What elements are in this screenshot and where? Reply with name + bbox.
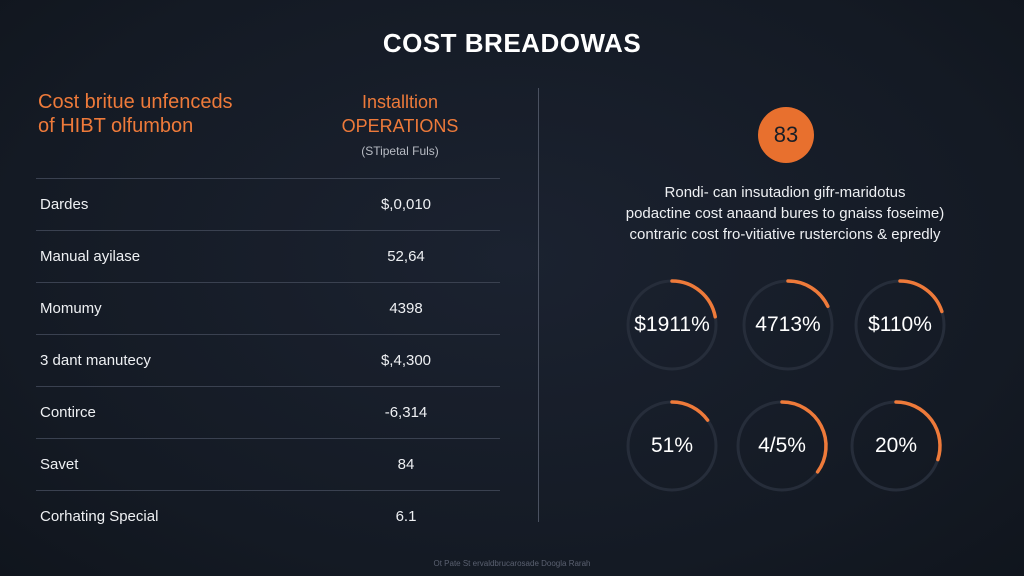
gauge-2: 4713% bbox=[740, 277, 836, 373]
table-row: Corhating Special 6.1 bbox=[36, 490, 500, 542]
left-heading-line1: Cost britue unfenceds bbox=[38, 91, 233, 113]
description-line3: contraric cost fro-vitiative rustercions… bbox=[629, 226, 941, 243]
gauge-label: $110% bbox=[868, 313, 932, 336]
column-heading: Installtion OPERATIONS (STipetal Fuls) bbox=[330, 90, 470, 158]
gauge-3: $110% bbox=[852, 277, 948, 373]
gauge-ring bbox=[626, 279, 718, 371]
gauge-arc bbox=[670, 279, 717, 319]
gauge-arc bbox=[894, 400, 942, 462]
row-label: Savet bbox=[40, 456, 79, 473]
gauge-label: 51% bbox=[650, 434, 694, 457]
row-label: 3 dant manutecy bbox=[40, 352, 151, 369]
gauge-label: $1911% bbox=[634, 313, 710, 336]
description-line1: Rondi- can insutadion gifr-maridotus bbox=[664, 184, 906, 201]
cost-table: Dardes $,0,010 Manual ayilase 52,64 Momu… bbox=[36, 178, 500, 542]
row-value: 52,64 bbox=[387, 248, 425, 265]
gauge-1: $1911% bbox=[624, 277, 720, 373]
left-heading-line2: of HIBT olfumbon bbox=[38, 115, 194, 137]
description: Rondi- can insutadion gifr-maridotus pod… bbox=[590, 182, 980, 245]
left-heading: Cost britue unfenceds of HIBT olfumbon bbox=[38, 90, 288, 138]
gauge-ring bbox=[850, 400, 942, 492]
gauge-6: 20% bbox=[848, 398, 944, 494]
column-heading-line2: OPERATIONS bbox=[341, 116, 459, 136]
gauge-label: 20% bbox=[874, 434, 918, 457]
gauge-label: 4713% bbox=[755, 313, 821, 336]
row-value: 6.1 bbox=[395, 508, 417, 525]
vertical-divider bbox=[538, 88, 539, 522]
column-heading-subtitle: (STipetal Fuls) bbox=[361, 144, 439, 158]
row-value: 84 bbox=[397, 456, 415, 473]
column-heading-line1: Installtion bbox=[361, 92, 439, 112]
row-label: Momumy bbox=[40, 300, 102, 317]
table-row: 3 dant manutecy $,4,300 bbox=[36, 334, 500, 386]
score-badge: 83 bbox=[758, 107, 814, 163]
table-row: Dardes $,0,010 bbox=[36, 178, 500, 230]
row-value: $,0,010 bbox=[380, 196, 432, 213]
gauge-5: 4/5% bbox=[734, 398, 830, 494]
table-row: Manual ayilase 52,64 bbox=[36, 230, 500, 282]
table-row: Contirce -6,314 bbox=[36, 386, 500, 438]
row-value: 4398 bbox=[389, 300, 423, 317]
row-label: Manual ayilase bbox=[40, 248, 141, 265]
gauge-label: 4/5% bbox=[758, 434, 806, 457]
gauge-arc bbox=[780, 400, 828, 474]
row-value: $,4,300 bbox=[380, 352, 432, 369]
gauge-arc bbox=[670, 400, 710, 422]
gauge-ring bbox=[626, 400, 718, 492]
gauge-ring bbox=[742, 279, 834, 371]
footer-caption: Ot Pate St ervaldbrucarosade Doogla Rara… bbox=[433, 559, 591, 568]
table-row: Momumy 4398 bbox=[36, 282, 500, 334]
gauge-4: 51% bbox=[624, 398, 720, 494]
gauge-ring bbox=[736, 400, 828, 492]
row-label: Corhating Special bbox=[40, 508, 159, 525]
row-value: -6,314 bbox=[384, 404, 428, 421]
description-line2: podactine cost anaand bures to gnaiss fo… bbox=[625, 205, 945, 222]
page-title: COST BREADOWAS bbox=[382, 28, 642, 58]
row-label: Dardes bbox=[40, 196, 89, 213]
gauge-ring bbox=[854, 279, 946, 371]
row-label: Contirce bbox=[40, 404, 96, 421]
gauge-arc bbox=[786, 279, 830, 309]
table-row: Savet 84 bbox=[36, 438, 500, 490]
gauge-arc bbox=[898, 279, 944, 314]
